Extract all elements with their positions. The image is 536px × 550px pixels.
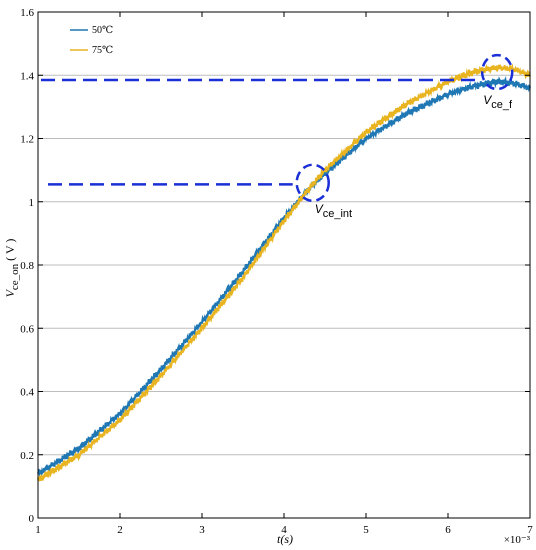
x-tick-label: 4 [281, 524, 287, 536]
legend: 50℃ 75℃ [70, 25, 113, 56]
annotation-circle [480, 53, 514, 91]
legend-label-50c: 50℃ [92, 25, 113, 36]
y-tick-label: 1.4 [20, 70, 34, 82]
x-axis-label: t(s) [277, 532, 293, 546]
series-lines [37, 62, 531, 482]
y-tick-label: 0.4 [20, 387, 34, 399]
x-tick-label: 6 [445, 524, 451, 536]
y-axis-label: Vce_on ( V ) [3, 239, 21, 298]
series-line-1 [37, 62, 531, 482]
grid-lines [38, 74, 530, 456]
x-tick-label: 3 [199, 524, 205, 536]
y-tick-label: 1 [29, 197, 35, 209]
annotations: Vce_int Vce_f [41, 53, 514, 220]
x-tick-label: 2 [117, 524, 123, 536]
axis-ticks: 1 2 3 4 5 6 7 0 0.2 0.4 0.6 0.8 1 1.2 1.4 1.6 [20, 7, 533, 536]
x-axis-exponent: ×10⁻³ [504, 534, 531, 546]
x-tick-label: 1 [35, 524, 41, 536]
y-tick-label: 1.6 [20, 7, 34, 19]
annotation-circle [295, 163, 330, 203]
y-tick-label: 1.2 [20, 134, 34, 146]
annotation-label: Vce_int [315, 202, 352, 220]
x-tick-label: 7 [527, 524, 533, 536]
y-tick-label: 0 [29, 513, 35, 525]
y-tick-label: 0.6 [20, 323, 34, 335]
y-tick-label: 0.8 [20, 260, 34, 272]
y-tick-label: 0.2 [20, 450, 34, 462]
legend-label-75c: 75℃ [92, 45, 113, 56]
annotation-label: Vce_f [483, 93, 513, 111]
x-tick-label: 5 [363, 524, 369, 536]
